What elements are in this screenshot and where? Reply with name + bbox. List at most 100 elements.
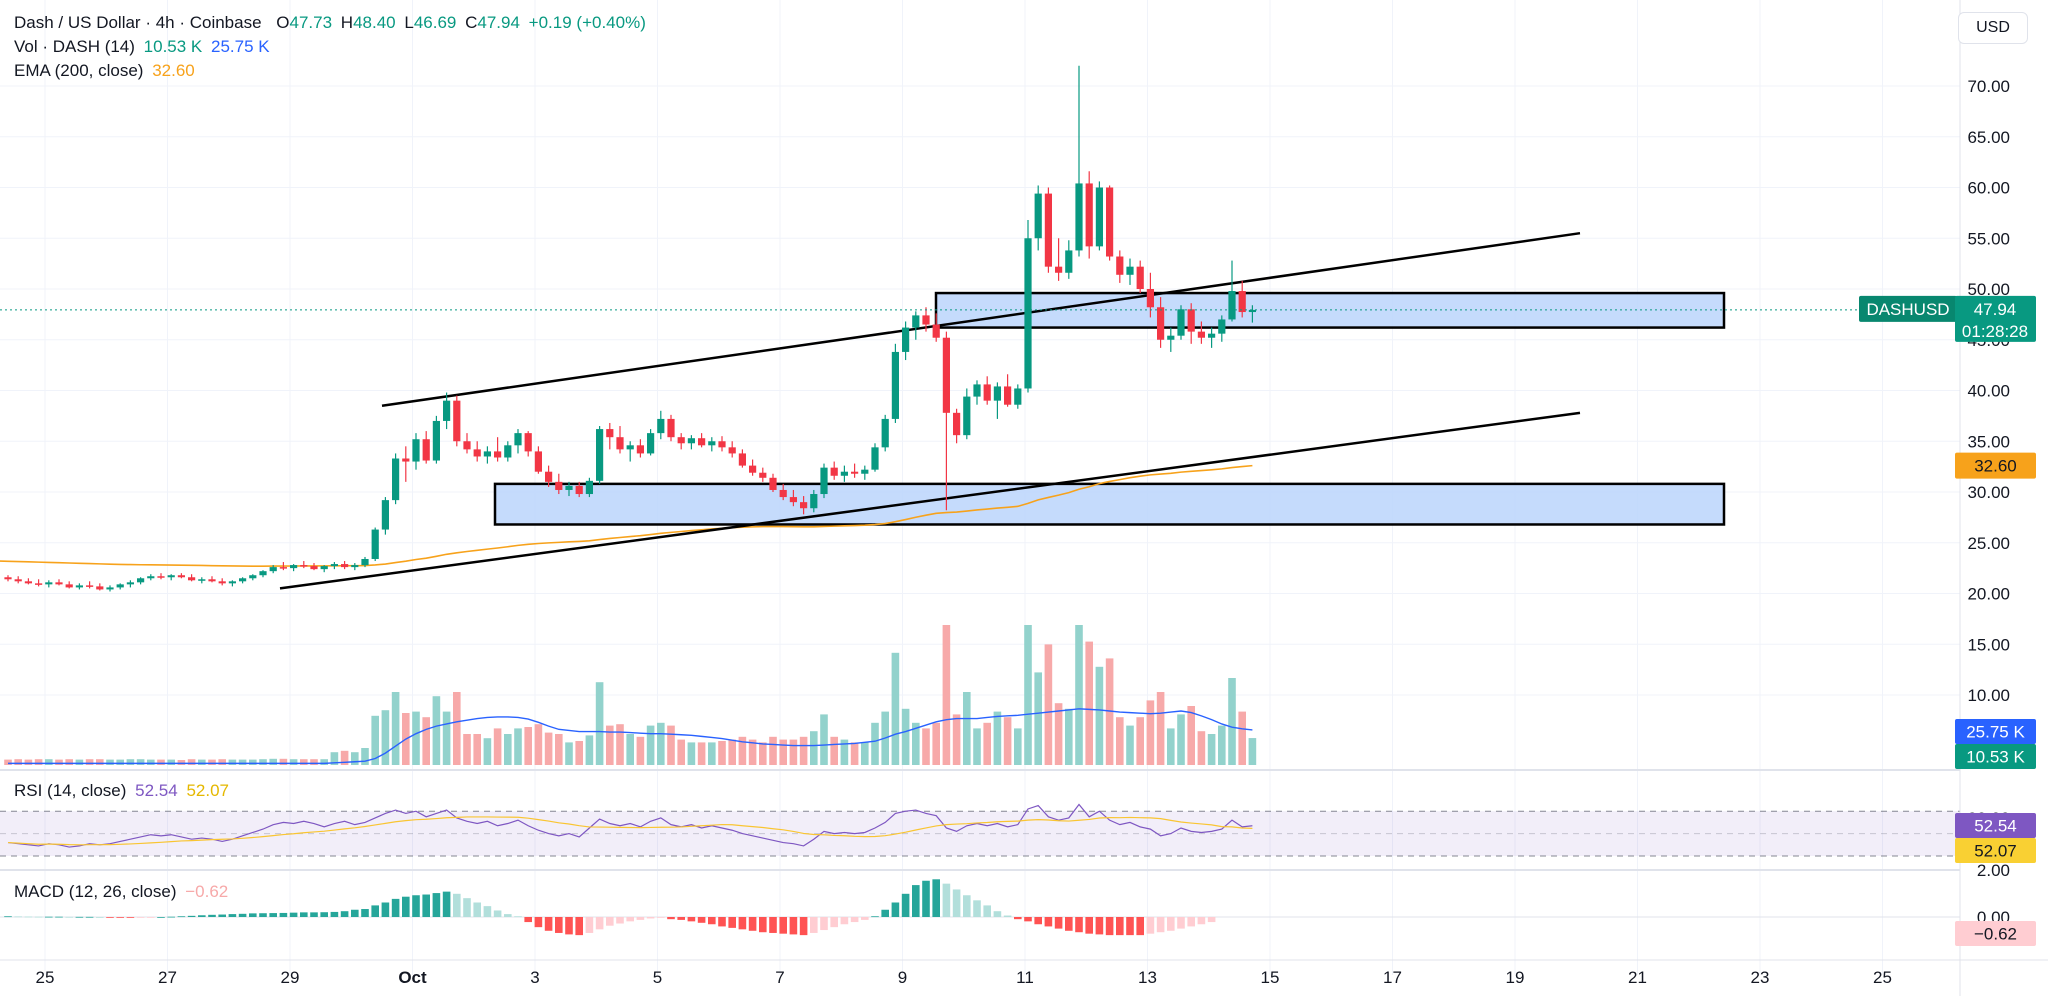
ema-value: 32.60 — [152, 61, 195, 80]
volume-bar — [993, 711, 1002, 765]
candle-body — [1136, 266, 1144, 289]
rectangle-drawings[interactable] — [493, 291, 1726, 526]
volume-bar — [738, 736, 747, 765]
candle-body — [1044, 193, 1052, 267]
ema-tag-bg — [1955, 452, 2036, 479]
volume-bar — [565, 742, 573, 765]
macd-histogram-bar — [402, 896, 410, 917]
macd-value: −0.62 — [185, 882, 229, 901]
macd-histogram-bar — [667, 917, 675, 920]
macd-histogram-bar — [738, 917, 747, 930]
ema-legend-label[interactable]: EMA (200, close) — [14, 61, 144, 80]
macd-histogram-bar — [198, 915, 206, 917]
candle-body — [1055, 266, 1063, 273]
candle-body — [1238, 291, 1246, 313]
macd-histogram-bar — [330, 911, 339, 917]
price-axis[interactable]: 70.0065.0060.0055.0050.0045.0040.0035.00… — [1967, 77, 2010, 927]
volume-bar — [187, 759, 196, 765]
time-axis-tick: 3 — [530, 968, 539, 987]
volume-bar — [850, 742, 859, 765]
volume-bar — [1116, 717, 1124, 765]
volume-bar — [463, 734, 471, 765]
candle-body — [728, 447, 736, 454]
macd-histogram-bar — [1105, 917, 1114, 936]
volume-bar — [514, 728, 522, 765]
volume-bar — [555, 734, 563, 765]
macd-histogram-bar — [136, 917, 145, 918]
rsi-legend-label[interactable]: RSI (14, close) — [14, 781, 127, 800]
macd-histogram-bar — [1003, 915, 1012, 917]
candles — [4, 65, 1256, 592]
volume-bar — [1003, 717, 1012, 765]
macd-histogram-bar — [157, 917, 165, 918]
volume-bar — [340, 750, 349, 765]
trendline-drawings[interactable] — [279, 231, 1581, 590]
candle-body — [514, 433, 522, 446]
candle-body — [626, 445, 634, 450]
macd-histogram-bar — [279, 912, 288, 917]
macd-histogram-bar — [55, 916, 63, 918]
macd-tag: −0.62 — [1974, 925, 2017, 944]
time-axis-tick: 11 — [1016, 968, 1034, 987]
macd-histogram-bar — [371, 905, 379, 917]
candle-body — [300, 565, 308, 567]
macd-histogram-bar — [861, 917, 869, 920]
low-label: L — [404, 13, 414, 32]
rsi-legend: RSI (14, close) 52.54 52.07 — [14, 781, 233, 801]
macd-legend-label[interactable]: MACD (12, 26, close) — [14, 882, 177, 901]
macd-histogram-bar — [779, 917, 787, 934]
volume-bar — [126, 759, 135, 765]
rsi-ma-line — [7, 816, 1253, 846]
symbol-title[interactable]: Dash / US Dollar · 4h · Coinbase — [14, 13, 262, 32]
candle-body — [545, 471, 553, 482]
candle-body — [381, 500, 389, 530]
volume-bar — [575, 741, 583, 765]
candle-body — [320, 566, 328, 570]
candle-body — [1024, 238, 1032, 389]
volume-bar — [412, 711, 420, 765]
rsi-axis-tick: 2.00 — [1977, 861, 2010, 880]
candle-body — [840, 471, 848, 476]
macd-histogram-bar — [891, 902, 900, 917]
time-axis-tick: 23 — [1751, 968, 1770, 987]
low-value: 46.69 — [413, 13, 457, 32]
macd-histogram-bar — [922, 880, 930, 917]
candle-body — [1034, 193, 1042, 239]
candle-body — [800, 502, 808, 509]
volume-bar — [1014, 728, 1022, 765]
time-axis-tick: 29 — [281, 968, 300, 987]
rsi-tag: 52.54 — [1974, 817, 2017, 836]
candle-body — [330, 564, 338, 567]
macd-histogram-bar — [65, 916, 73, 918]
volume-bar — [249, 759, 257, 765]
candle-body — [555, 481, 563, 490]
volume-bar — [799, 736, 808, 765]
time-axis[interactable]: 25 27 29 Oct 3 5 7 9 11 13 15 17 19 21 23 25 — [36, 968, 1892, 987]
candle-body — [1228, 291, 1236, 320]
volume-legend-label[interactable]: Vol · DASH (14) — [14, 37, 135, 56]
currency-button[interactable]: USD — [1958, 12, 2028, 44]
macd-histogram-bar — [840, 917, 849, 925]
macd-histogram-bar — [504, 914, 512, 917]
price-axis-tick: 55.00 — [1967, 229, 2010, 248]
volume-ma-tag: 25.75 K — [1966, 723, 2025, 742]
candle-body — [963, 396, 971, 436]
rsi-tag-bg — [1955, 813, 2036, 838]
candle-body — [228, 581, 236, 584]
volume-bar — [483, 738, 492, 765]
candle-body — [361, 558, 369, 566]
macd-histogram-bar — [881, 909, 889, 917]
rsi-value: 52.54 — [135, 781, 178, 800]
volume-bar — [1095, 666, 1104, 765]
macd-histogram-bar — [340, 911, 349, 917]
candle-body — [922, 315, 930, 325]
macd-histogram-bar — [850, 917, 859, 923]
volume-bar — [1024, 625, 1032, 765]
last-price-tag: 47.94 — [1974, 300, 2017, 319]
macd-histogram-bar — [932, 879, 940, 917]
volume-bar — [106, 759, 114, 765]
candle-body — [993, 386, 1001, 401]
volume-bar — [289, 759, 298, 765]
time-axis-tick: 13 — [1138, 968, 1157, 987]
